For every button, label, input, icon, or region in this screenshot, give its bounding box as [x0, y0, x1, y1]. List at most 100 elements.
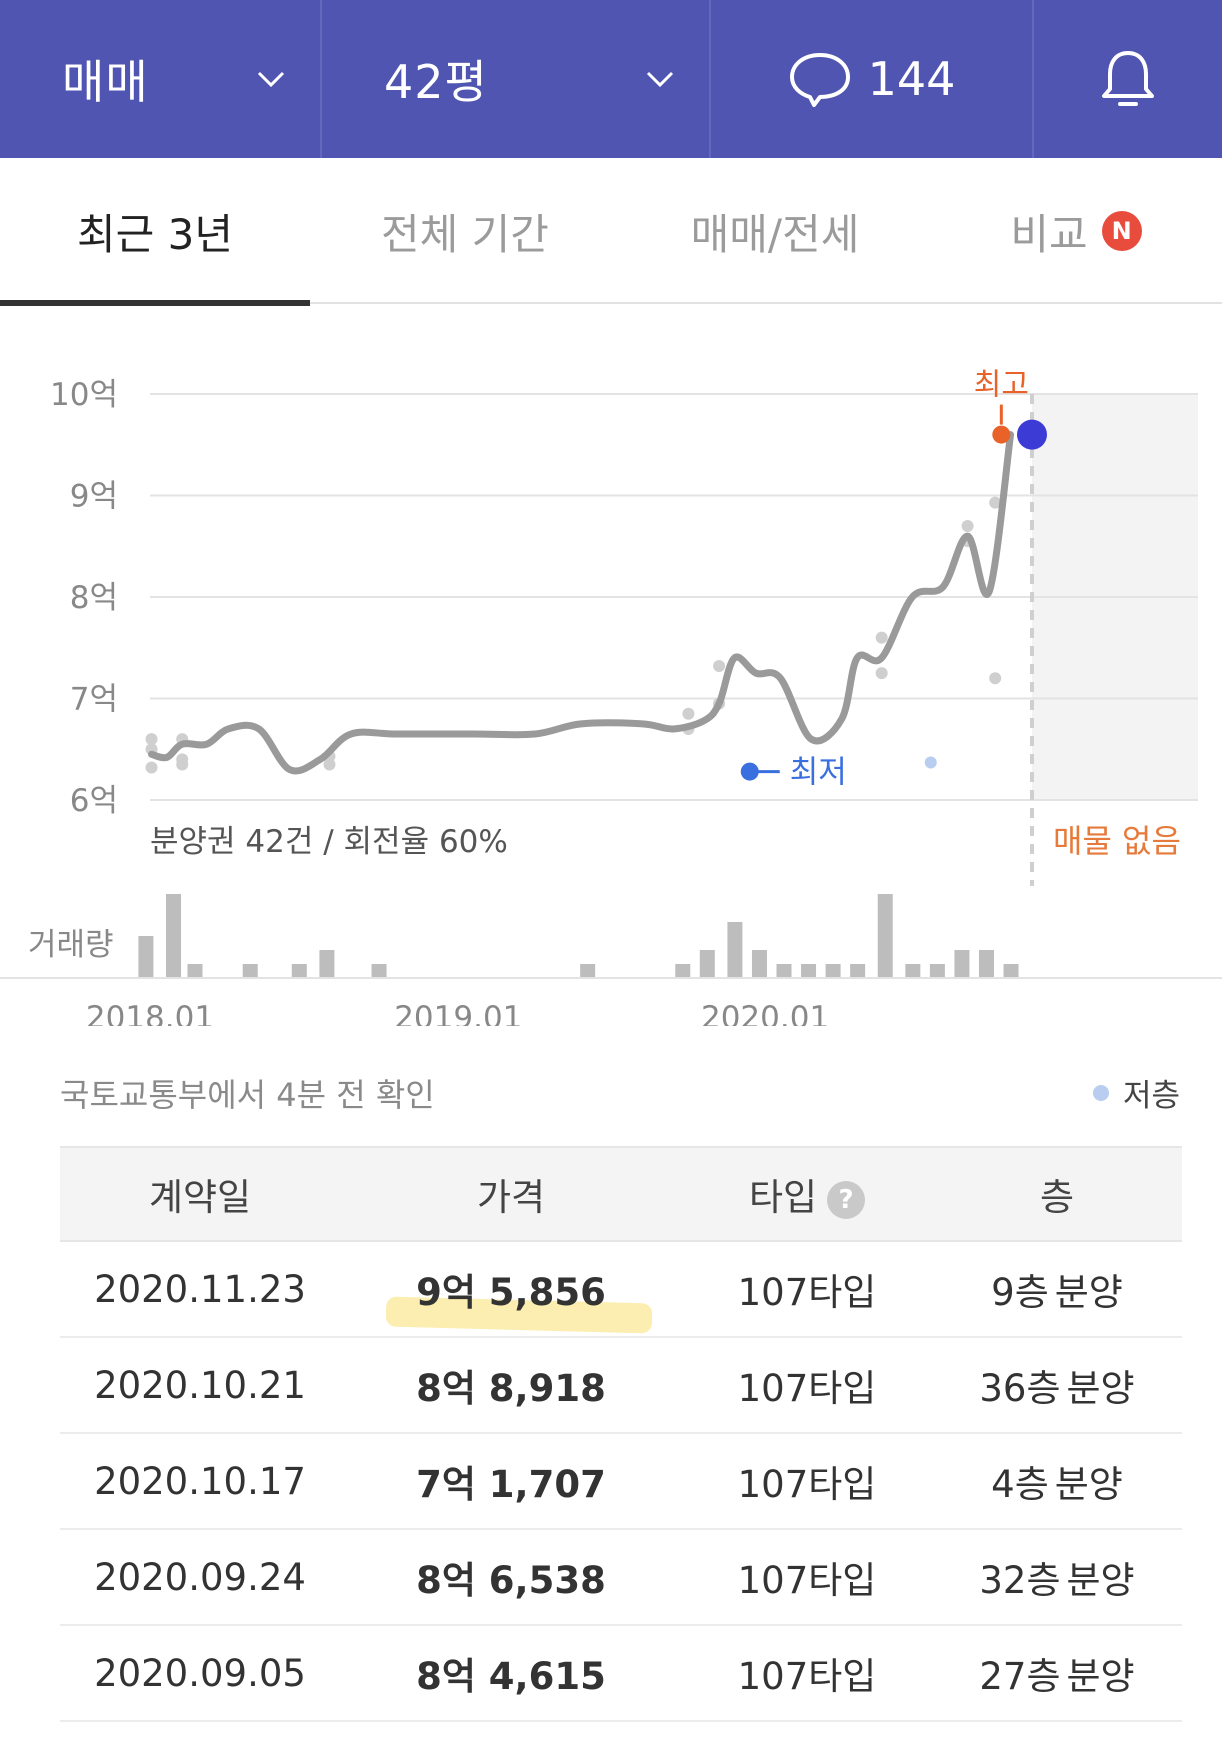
row-floor-sub: 분양: [1054, 1271, 1123, 1314]
price-trend-line: [148, 431, 1015, 775]
volume-label: 거래량: [28, 927, 114, 963]
size-dropdown[interactable]: 42평: [322, 0, 711, 158]
volume-bar: [580, 964, 596, 978]
table-row[interactable]: 2020.09.05 8억 4,615 107타입 27층 분양: [60, 1626, 1182, 1722]
tab-label: 전체 기간: [381, 209, 549, 259]
scatter-point: [713, 660, 726, 673]
volume-bar: [929, 964, 945, 978]
row-floor-value: 32층: [979, 1559, 1061, 1602]
new-badge: N: [1101, 211, 1142, 251]
row-floor: 36층 분양: [932, 1358, 1182, 1412]
table-row[interactable]: 2020.10.21 8억 8,918 107타입 36층 분양: [60, 1338, 1182, 1434]
tab-label: 최근 3년: [77, 209, 233, 259]
y-tick-label: 10억: [50, 377, 118, 413]
scatter-point: [989, 672, 1002, 685]
notification-button[interactable]: [1034, 0, 1222, 158]
scatter-point: [176, 758, 189, 771]
period-tabs: 최근 3년 전체 기간 매매/전세 비교 N: [0, 158, 1222, 306]
row-floor-sub: 분양: [1066, 1559, 1135, 1602]
row-date: 2020.10.21: [94, 1363, 306, 1407]
tab-sale-jeonse[interactable]: 매매/전세: [620, 158, 930, 304]
row-floor: 27층 분양: [932, 1646, 1182, 1700]
chevron-down-icon: [257, 71, 285, 88]
price-chart: 6억 7억 8억 9억 10억 최고 최저 2018.01 2019.01 2020.01 분양권…: [0, 306, 1222, 1026]
row-price-text: 8억 8,918: [416, 1367, 606, 1410]
top-bar: 매매 42평 144: [0, 0, 1222, 158]
table-row[interactable]: 2020.09.24 8억 6,538 107타입 32층 분양: [60, 1530, 1182, 1626]
table-header: 계약일 가격 타입? 층: [60, 1146, 1182, 1242]
tab-all-period[interactable]: 전체 기간: [310, 158, 620, 304]
row-floor-value: 36층: [979, 1367, 1061, 1410]
max-marker: [992, 425, 1011, 444]
row-price-text: 7억 1,707: [416, 1463, 606, 1506]
volume-bar: [138, 936, 154, 978]
row-price-text: 8억 6,538: [416, 1559, 606, 1602]
speech-bubble-icon: [789, 53, 850, 107]
volume-bar: [751, 950, 767, 978]
volume-bar: [371, 964, 387, 978]
deal-type-dropdown[interactable]: 매매: [0, 0, 322, 158]
scatter-point: [961, 519, 974, 532]
row-price: 8억 4,615: [340, 1646, 682, 1700]
max-label: 최고: [974, 368, 1029, 403]
row-floor-sub: 분양: [1066, 1367, 1135, 1410]
transactions-table: 계약일 가격 타입? 층 2020.11.23 9억 5,856 107타입 9층 분양…: [60, 1146, 1182, 1722]
low-floor-legend: 저층: [1092, 1070, 1180, 1115]
volume-bar: [727, 922, 743, 978]
volume-bar: [1003, 964, 1019, 978]
scatter-point: [145, 733, 158, 746]
bell-icon: [1102, 51, 1154, 106]
row-floor: 32층 분양: [932, 1550, 1182, 1604]
header-type-label: 타입: [748, 1176, 818, 1219]
x-tick-label: 2018.01: [86, 1000, 214, 1026]
row-price: 8억 8,918: [340, 1358, 682, 1412]
header-date: 계약일: [148, 1176, 252, 1219]
header-price: 가격: [476, 1176, 546, 1219]
volume-bar: [825, 964, 841, 978]
tab-compare[interactable]: 비교 N: [930, 158, 1222, 304]
scatter-point: [875, 631, 888, 644]
table-row[interactable]: 2020.11.23 9억 5,856 107타입 9층 분양: [60, 1242, 1182, 1338]
table-row[interactable]: 2020.10.17 7억 1,707 107타입 4층 분양: [60, 1434, 1182, 1530]
row-date: 2020.09.05: [94, 1651, 306, 1695]
header-floor: 층: [1039, 1176, 1075, 1219]
volume-bar: [905, 964, 921, 978]
header-type: 타입?: [682, 1167, 932, 1221]
scatter-point: [682, 707, 695, 720]
x-tick-label: 2020.01: [701, 1000, 829, 1026]
row-floor-value: 27층: [979, 1655, 1061, 1698]
row-floor-value: 4층: [991, 1463, 1049, 1506]
y-tick-label: 9억: [70, 479, 118, 515]
row-type: 107타입: [737, 1559, 877, 1602]
row-price: 9억 5,856: [340, 1262, 682, 1334]
low-floor-point: [924, 756, 937, 769]
current-price-marker: [1017, 419, 1047, 450]
scatter-point: [323, 758, 336, 771]
tab-recent-3-years[interactable]: 최근 3년: [0, 158, 310, 306]
volume-bar: [699, 950, 715, 978]
talk-button[interactable]: 144: [711, 0, 1034, 158]
volume-bar: [978, 950, 994, 978]
scatter-point: [989, 496, 1002, 509]
row-price: 7억 1,707: [340, 1454, 682, 1508]
x-tick-label: 2019.01: [394, 1000, 522, 1026]
volume-bar: [801, 964, 817, 978]
no-listing-label: 매물 없음: [1053, 822, 1181, 860]
row-floor-sub: 분양: [1054, 1463, 1123, 1506]
row-floor: 9층 분양: [932, 1262, 1182, 1316]
help-icon[interactable]: ?: [827, 1180, 866, 1219]
deal-type-label: 매매: [62, 55, 149, 109]
volume-bar: [319, 950, 335, 978]
row-floor-sub: 분양: [1066, 1655, 1135, 1698]
presale-summary: 분양권 42건 / 회전율 60%: [150, 824, 508, 860]
low-floor-legend-label: 저층: [1122, 1078, 1180, 1114]
row-type: 107타입: [737, 1271, 877, 1314]
tab-label: 비교: [1010, 209, 1088, 259]
volume-bar: [776, 964, 792, 978]
talk-count: 144: [867, 52, 956, 106]
y-tick-label: 7억: [70, 682, 118, 718]
scatter-point: [875, 667, 888, 680]
volume-bar: [291, 964, 307, 978]
size-label: 42평: [384, 55, 488, 109]
